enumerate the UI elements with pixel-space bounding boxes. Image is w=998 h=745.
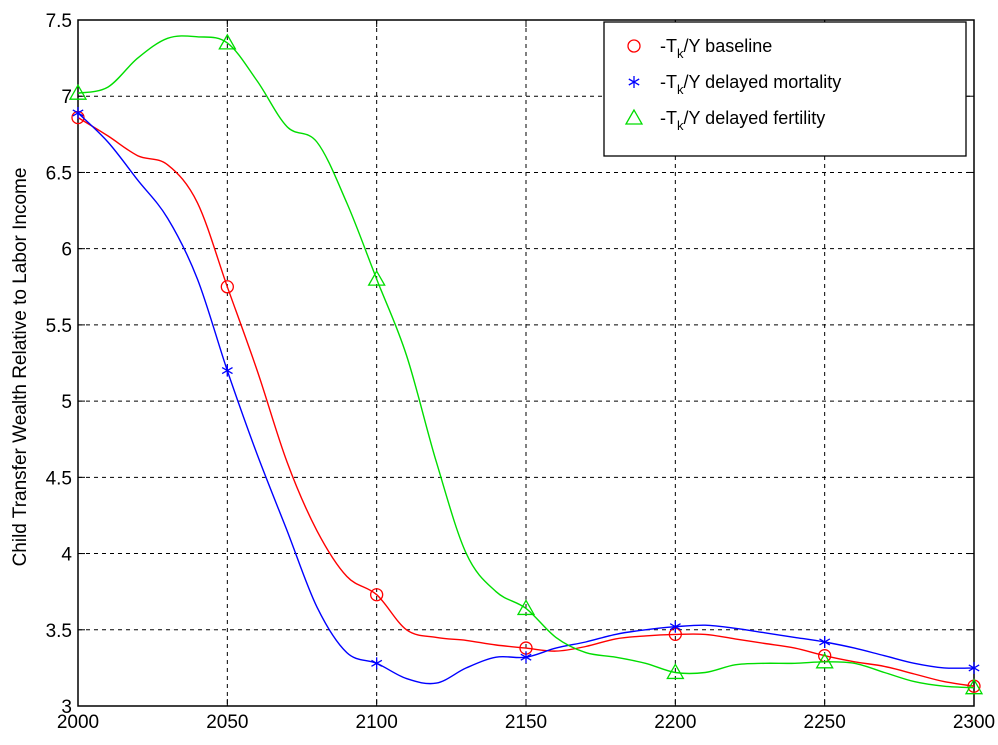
series-line: [77, 112, 975, 685]
y-tick-label: 3: [61, 697, 72, 718]
y-tick-label: 3.5: [46, 621, 72, 642]
legend-label: -Tk/Y delayed fertility: [660, 108, 825, 133]
data-point: [666, 663, 685, 680]
legend-item: -Tk/Y baseline: [627, 36, 772, 61]
series: [68, 33, 984, 695]
data-point: [627, 39, 641, 53]
data-point: [964, 678, 984, 695]
data-point: [968, 661, 980, 674]
legend: -Tk/Y baseline -Tk/Y delayed mortality -Tk…: [603, 21, 967, 157]
data-point: [520, 651, 532, 664]
data-point: [516, 599, 536, 616]
data-point: [669, 620, 681, 633]
data-point: [371, 657, 383, 670]
data-point: [72, 106, 84, 119]
data-point: [68, 83, 88, 100]
data-point: [218, 33, 237, 50]
y-tick-label: 4: [61, 545, 72, 566]
x-tick-label: 2300: [953, 712, 995, 733]
x-tick-label: 2100: [356, 712, 398, 733]
data-point: [220, 280, 234, 294]
y-tick-label: 4.5: [46, 468, 72, 489]
data-point: [815, 652, 834, 669]
series-3: [68, 33, 984, 695]
data-point: [819, 635, 831, 648]
data-point: [628, 76, 640, 88]
y-tick-label: 5.5: [46, 316, 72, 337]
series-2: [72, 106, 980, 685]
series-line: [77, 35, 975, 689]
legend-item: -Tk/Y delayed fertility: [624, 108, 825, 133]
y-axis-title: Child Transfer Wealth Relative to Labor …: [10, 168, 31, 567]
x-tick-label: 2000: [57, 712, 99, 733]
x-tick-label: 2200: [654, 712, 696, 733]
y-tick-label: 6: [61, 240, 72, 261]
y-tick-label: 7: [61, 87, 72, 108]
legend-label: -Tk/Y delayed mortality: [660, 72, 841, 97]
data-point: [370, 588, 384, 602]
y-tick-label: 7.5: [46, 11, 72, 32]
data-point: [221, 364, 233, 377]
legend-label: -Tk/Y baseline: [660, 36, 772, 61]
x-tick-label: 2050: [206, 712, 248, 733]
y-tick-label: 5: [61, 392, 72, 413]
legend-box: [603, 21, 967, 157]
legend-item: -Tk/Y delayed mortality: [628, 72, 841, 97]
data-point: [367, 269, 386, 286]
axis-ticks: 2000 2050 2100 2150 2200 2250 2300 3 3.5 4 4.5 5 5.5…: [46, 11, 996, 733]
x-tick-label: 2150: [505, 712, 547, 733]
y-tick-label: 6.5: [46, 163, 72, 184]
x-tick-label: 2250: [804, 712, 846, 733]
data-point: [624, 108, 644, 125]
